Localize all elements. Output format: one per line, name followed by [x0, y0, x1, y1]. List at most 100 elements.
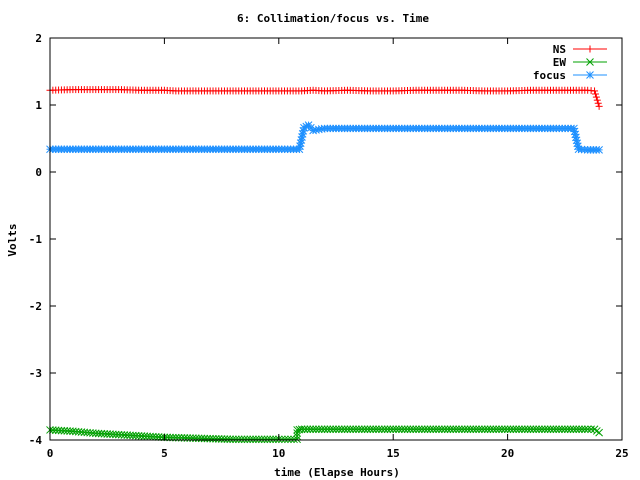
data-point: [409, 425, 418, 434]
x-tick-label: 0: [47, 447, 54, 460]
data-point: [483, 425, 492, 434]
data-point: [106, 430, 114, 438]
data-point: [498, 425, 506, 434]
data-point: [54, 426, 63, 435]
data-point: [200, 434, 209, 443]
data-point: [455, 425, 463, 434]
data-point: [111, 430, 120, 439]
data-point: [114, 430, 123, 439]
data-point: [587, 425, 595, 434]
data-point: [312, 425, 320, 434]
data-point: [478, 425, 486, 434]
x-tick-label: 15: [387, 447, 400, 460]
data-point: [246, 435, 255, 444]
data-point: [323, 425, 332, 434]
data-point: [366, 425, 375, 434]
data-point: [197, 434, 206, 443]
data-point: [432, 425, 440, 434]
data-point: [296, 142, 304, 151]
data-point: [249, 435, 257, 444]
legend-label: EW: [553, 56, 567, 69]
data-point: [380, 425, 389, 434]
x-tick-label: 25: [615, 447, 628, 460]
legend-marker: [586, 71, 594, 79]
data-point: [578, 425, 586, 434]
data-point: [360, 425, 369, 434]
data-point: [223, 435, 232, 444]
y-tick-label: 0: [35, 166, 42, 179]
data-point: [57, 426, 66, 435]
data-point: [309, 425, 317, 434]
data-point: [457, 425, 466, 434]
data-point: [263, 435, 272, 444]
data-point: [97, 429, 106, 438]
data-point: [440, 425, 449, 434]
data-point: [400, 425, 409, 434]
data-point: [352, 425, 360, 434]
series-focus: [46, 121, 603, 154]
data-point: [532, 425, 541, 434]
data-point: [429, 425, 438, 434]
data-point: [592, 93, 600, 101]
y-tick-label: 1: [35, 99, 42, 112]
data-point: [192, 434, 200, 443]
data-point: [343, 425, 352, 434]
data-point: [443, 425, 452, 434]
data-point: [452, 425, 460, 434]
data-point: [593, 96, 601, 104]
legend-label: NS: [553, 43, 566, 56]
data-point: [126, 431, 134, 440]
data-point: [549, 425, 558, 434]
data-point: [254, 435, 263, 444]
data-point: [594, 99, 602, 107]
data-point: [49, 426, 57, 434]
data-point: [229, 435, 237, 444]
data-point: [486, 425, 495, 434]
data-point: [552, 425, 561, 434]
data-point: [480, 425, 489, 434]
data-point: [103, 430, 112, 438]
x-tick-label: 5: [161, 447, 168, 460]
data-point: [555, 425, 563, 434]
data-point: [243, 435, 252, 444]
data-point: [463, 425, 472, 434]
data-point: [403, 425, 412, 434]
x-tick-label: 20: [501, 447, 514, 460]
data-point: [475, 425, 483, 434]
data-point: [349, 425, 358, 434]
data-point: [535, 425, 543, 434]
data-point: [131, 431, 140, 440]
data-point: [397, 425, 406, 434]
data-point: [63, 427, 72, 435]
data-point: [426, 425, 435, 434]
data-point: [540, 425, 549, 434]
data-point: [417, 425, 426, 434]
data-point: [526, 425, 535, 434]
legend-marker: [586, 58, 594, 66]
data-point: [120, 431, 129, 439]
data-point: [91, 429, 100, 438]
data-point: [335, 425, 343, 434]
data-point: [287, 435, 295, 444]
data-point: [406, 425, 415, 434]
data-point: [572, 425, 581, 434]
data-point: [314, 425, 323, 434]
data-point: [492, 425, 501, 434]
data-point: [449, 425, 458, 434]
data-point: [297, 425, 306, 434]
data-point: [51, 426, 60, 435]
data-point: [100, 429, 109, 438]
plot-frame: [49, 37, 623, 441]
data-point: [266, 435, 275, 444]
data-point: [566, 425, 575, 434]
data-point: [495, 425, 503, 434]
data-point: [515, 425, 523, 434]
data-point: [277, 435, 286, 444]
data-point: [412, 425, 420, 434]
data-point: [317, 425, 326, 434]
data-point: [237, 435, 246, 444]
data-point: [595, 102, 603, 110]
data-point: [203, 434, 212, 443]
data-point: [151, 432, 160, 441]
